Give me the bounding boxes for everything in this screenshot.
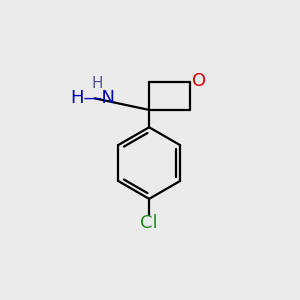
Text: O: O (192, 72, 206, 90)
Text: H—N: H—N (70, 89, 115, 107)
Text: H: H (92, 76, 103, 91)
Text: Cl: Cl (140, 214, 158, 232)
